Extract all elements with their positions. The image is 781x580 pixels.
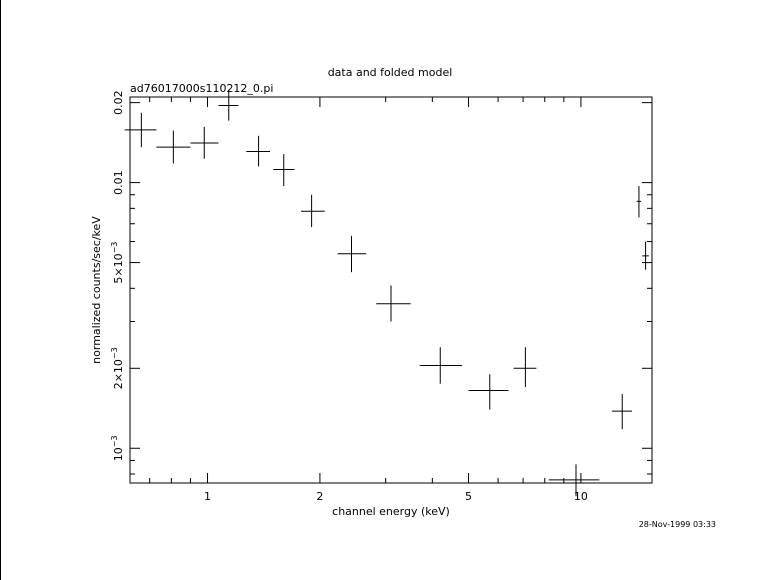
plot-frame [129,96,653,484]
data-point [611,394,632,430]
data-points [124,90,649,497]
left-window-edge [0,0,1,580]
data-point [218,90,239,121]
data-point [190,126,219,159]
data-point [376,285,411,322]
x-tick-label: 2 [316,490,323,503]
y-tick-label: 10−3 [110,435,125,461]
x-minor-ticks [149,97,582,483]
data-point [468,374,509,410]
timestamp: 28-Nov-1999 03:33 [639,520,716,529]
data-point [642,241,649,270]
x-tick-label: 1 [204,490,211,503]
x-tick-labels: 1 2 5 10 [204,490,588,503]
data-point [337,235,367,273]
data-point [548,464,600,497]
data-point [124,112,157,148]
data-point [273,154,295,187]
y-tick-labels: 10−3 2×10−3 5×10−3 0.01 0.02 [110,90,125,461]
data-point [156,130,191,164]
y-tick-label: 2×10−3 [110,347,125,389]
x-axis-label: channel energy (keV) [332,505,450,518]
chart-subtitle: ad76017000s110212_0.pi [130,82,273,95]
y-tick-label: 0.01 [112,170,125,195]
y-axis-label: normalized counts/sec/keV [90,216,103,364]
data-point [419,347,462,384]
x-tick-label: 5 [465,490,472,503]
data-point [246,135,270,167]
chart-title: data and folded model [328,66,453,79]
data-point [636,186,642,218]
x-tick-label: 10 [574,490,588,503]
data-point [513,347,537,388]
data-point [301,194,325,228]
y-tick-label: 0.02 [112,90,125,115]
y-minor-ticks [130,102,652,475]
y-tick-label: 5×10−3 [110,242,125,284]
